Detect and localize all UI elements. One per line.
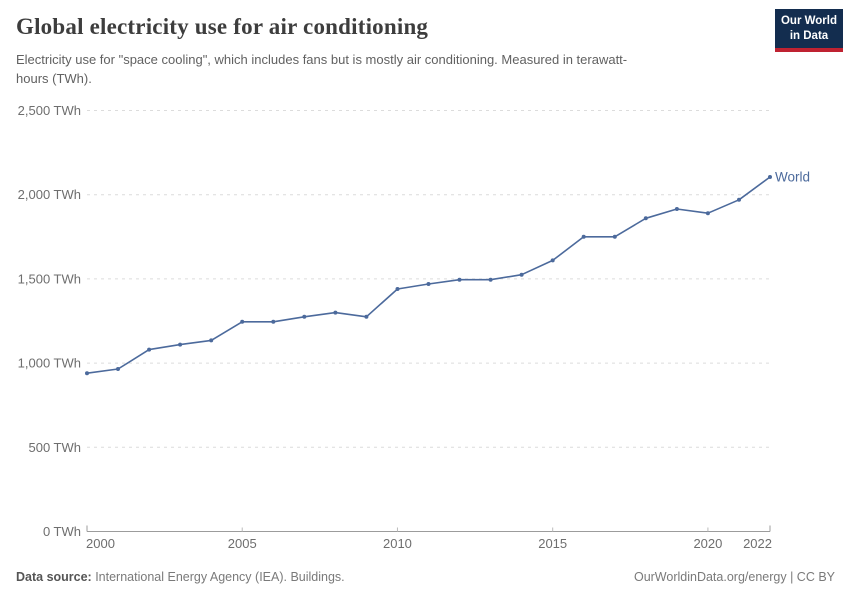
data-point[interactable] (581, 234, 586, 239)
data-point[interactable] (457, 277, 462, 282)
data-point[interactable] (705, 211, 710, 216)
data-point[interactable] (737, 197, 741, 202)
data-point[interactable] (333, 310, 338, 315)
x-tick-label: 2000 (86, 536, 115, 551)
data-point[interactable] (643, 216, 648, 221)
cc-by-link[interactable]: CC BY (796, 570, 835, 584)
data-point[interactable] (147, 347, 152, 352)
chart-subtitle: Electricity use for "space cooling", whi… (16, 52, 628, 86)
data-source-label: Data source: (16, 570, 92, 584)
x-tick-label: 2022 (743, 536, 772, 551)
x-tick-label: 2020 (693, 536, 722, 551)
y-tick-label: 1,000 TWh (18, 356, 81, 371)
line-chart[interactable]: 0 TWh 500 TWh 1,000 TWh 1,500 TWh 2,000 TWh 2… (0, 95, 850, 560)
data-point[interactable] (271, 319, 276, 324)
data-point[interactable] (612, 234, 617, 239)
chart-title: Global electricity use for air condition… (16, 14, 429, 39)
data-point[interactable] (209, 338, 214, 343)
x-tick-label: 2010 (383, 536, 412, 551)
data-point[interactable] (768, 175, 772, 179)
data-point[interactable] (674, 207, 679, 211)
data-point[interactable] (302, 314, 307, 319)
y-tick-label: 500 TWh (28, 440, 81, 455)
y-tick-label: 2,000 TWh (18, 187, 81, 202)
data-point[interactable] (426, 282, 431, 286)
data-point[interactable] (395, 287, 400, 291)
data-point[interactable] (240, 319, 245, 324)
footer-links: OurWorldinData.org/energy | CC BY (634, 570, 835, 584)
footer-separator: | (786, 570, 797, 584)
data-source-text: International Energy Agency (IEA). Build… (91, 570, 345, 584)
owid-logo-line1: Our World (780, 15, 837, 27)
x-tick-label: 2005 (228, 536, 257, 551)
y-tick-label: 1,500 TWh (18, 271, 81, 286)
data-point[interactable] (364, 314, 369, 319)
y-tick-label: 0 TWh (43, 524, 81, 539)
series-line-world[interactable] (86, 176, 771, 374)
owid-url-link[interactable]: OurWorldinData.org/energy (633, 570, 787, 584)
data-point[interactable] (116, 367, 120, 371)
data-point[interactable] (85, 371, 89, 376)
data-source: Data source: International Energy Agency… (16, 570, 345, 584)
owid-logo-line2: in Data (789, 29, 829, 42)
data-point[interactable] (488, 277, 493, 282)
data-point[interactable] (519, 272, 524, 277)
data-point[interactable] (550, 258, 555, 263)
y-tick-label: 2,500 TWh (18, 103, 81, 118)
owid-logo[interactable]: Our World in Data (775, 9, 843, 52)
data-point[interactable] (178, 342, 183, 347)
x-tick-label: 2015 (538, 536, 567, 551)
series-label-world[interactable]: World (775, 170, 810, 185)
